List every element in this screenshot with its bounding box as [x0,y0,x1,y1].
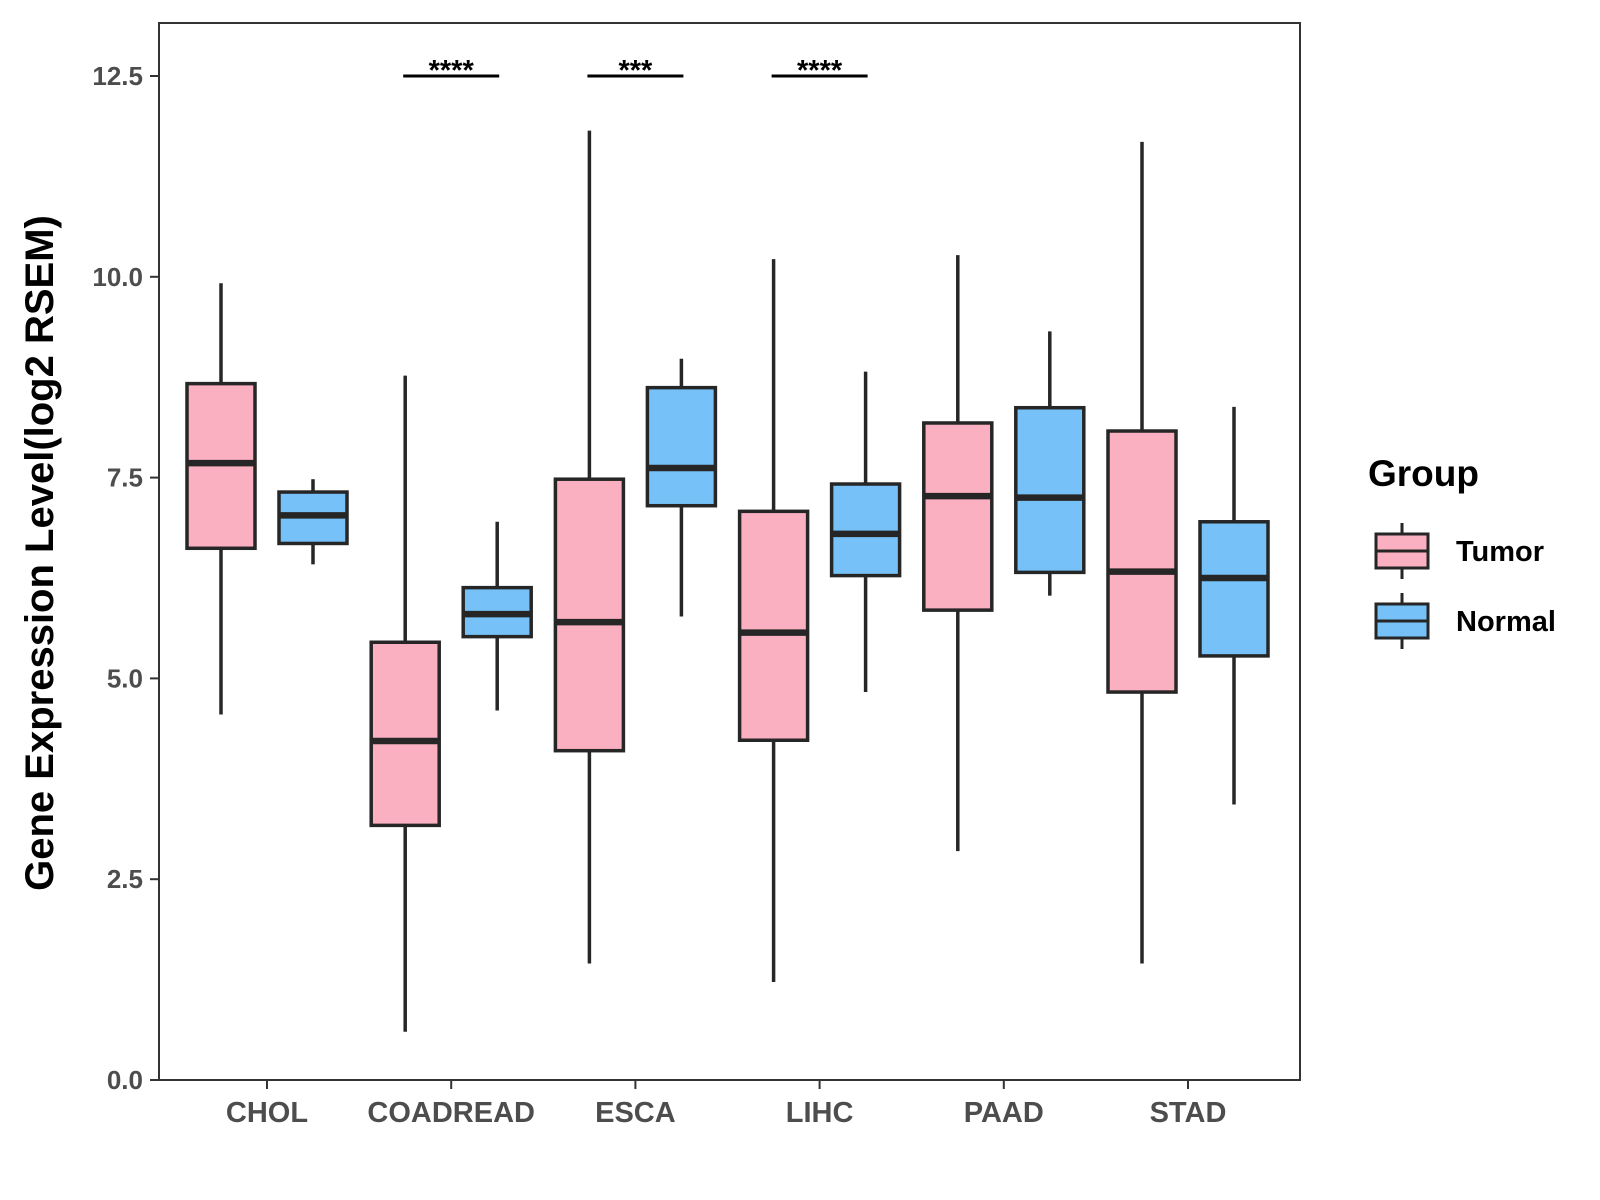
box-normal-esca [645,358,718,617]
significance-label: **** [429,55,475,87]
y-tick-label: 10.0 [92,262,143,292]
plot-panel [158,22,1301,1081]
x-tick-label: CHOL [226,1097,308,1129]
x-tick-label: LIHC [786,1097,854,1129]
x-tick-label: PAAD [964,1097,1044,1129]
box-tumor-esca [553,130,626,964]
x-axis: CHOL COADREAD ESCA LIHC PAAD STAD [226,1080,1226,1129]
y-axis-title: Gene Expression Level(log2 RSEM) [18,215,62,891]
y-axis: 0.0 2.5 5.0 7.5 10.0 12.5 [92,61,159,1095]
y-tick-label: 5.0 [107,663,143,693]
box-normal-stad [1198,406,1270,805]
significance-annotations: **** *** **** [403,55,868,87]
significance-label: *** [618,55,653,87]
box-series [185,130,1270,1032]
legend-item-normal: Normal [1374,593,1556,649]
legend-label: Normal [1456,606,1556,638]
box-tumor-paad [922,255,994,852]
box-tumor-chol [185,283,257,715]
box-normal-lihc [829,371,902,693]
box-tumor-coadread [369,375,441,1032]
y-tick-label: 7.5 [107,463,143,493]
box-tumor-stad [1106,141,1178,964]
box-normal-paad [1014,331,1086,596]
legend-item-tumor: Tumor [1374,523,1544,579]
legend-title: Group [1368,453,1479,494]
box-body [829,482,902,578]
x-tick-label: STAD [1150,1097,1227,1129]
y-tick-label: 0.0 [107,1065,143,1095]
box-normal-coadread [461,521,533,711]
x-tick-label: ESCA [595,1097,676,1129]
box-body [737,509,810,742]
box-body [1198,520,1270,658]
legend-label: Tumor [1456,536,1544,568]
box-body [1106,429,1178,694]
box-body [922,421,994,612]
box-normal-chol [277,479,349,565]
legend: Group Tumor Normal [1368,453,1556,649]
y-tick-label: 2.5 [107,864,143,894]
box-body [369,640,441,828]
box-body [553,477,626,753]
y-tick-label: 12.5 [92,61,143,91]
box-body [1014,405,1086,575]
significance-label: **** [797,55,843,87]
box-tumor-lihc [737,259,810,983]
box-body [645,385,718,508]
x-tick-label: COADREAD [367,1097,535,1129]
